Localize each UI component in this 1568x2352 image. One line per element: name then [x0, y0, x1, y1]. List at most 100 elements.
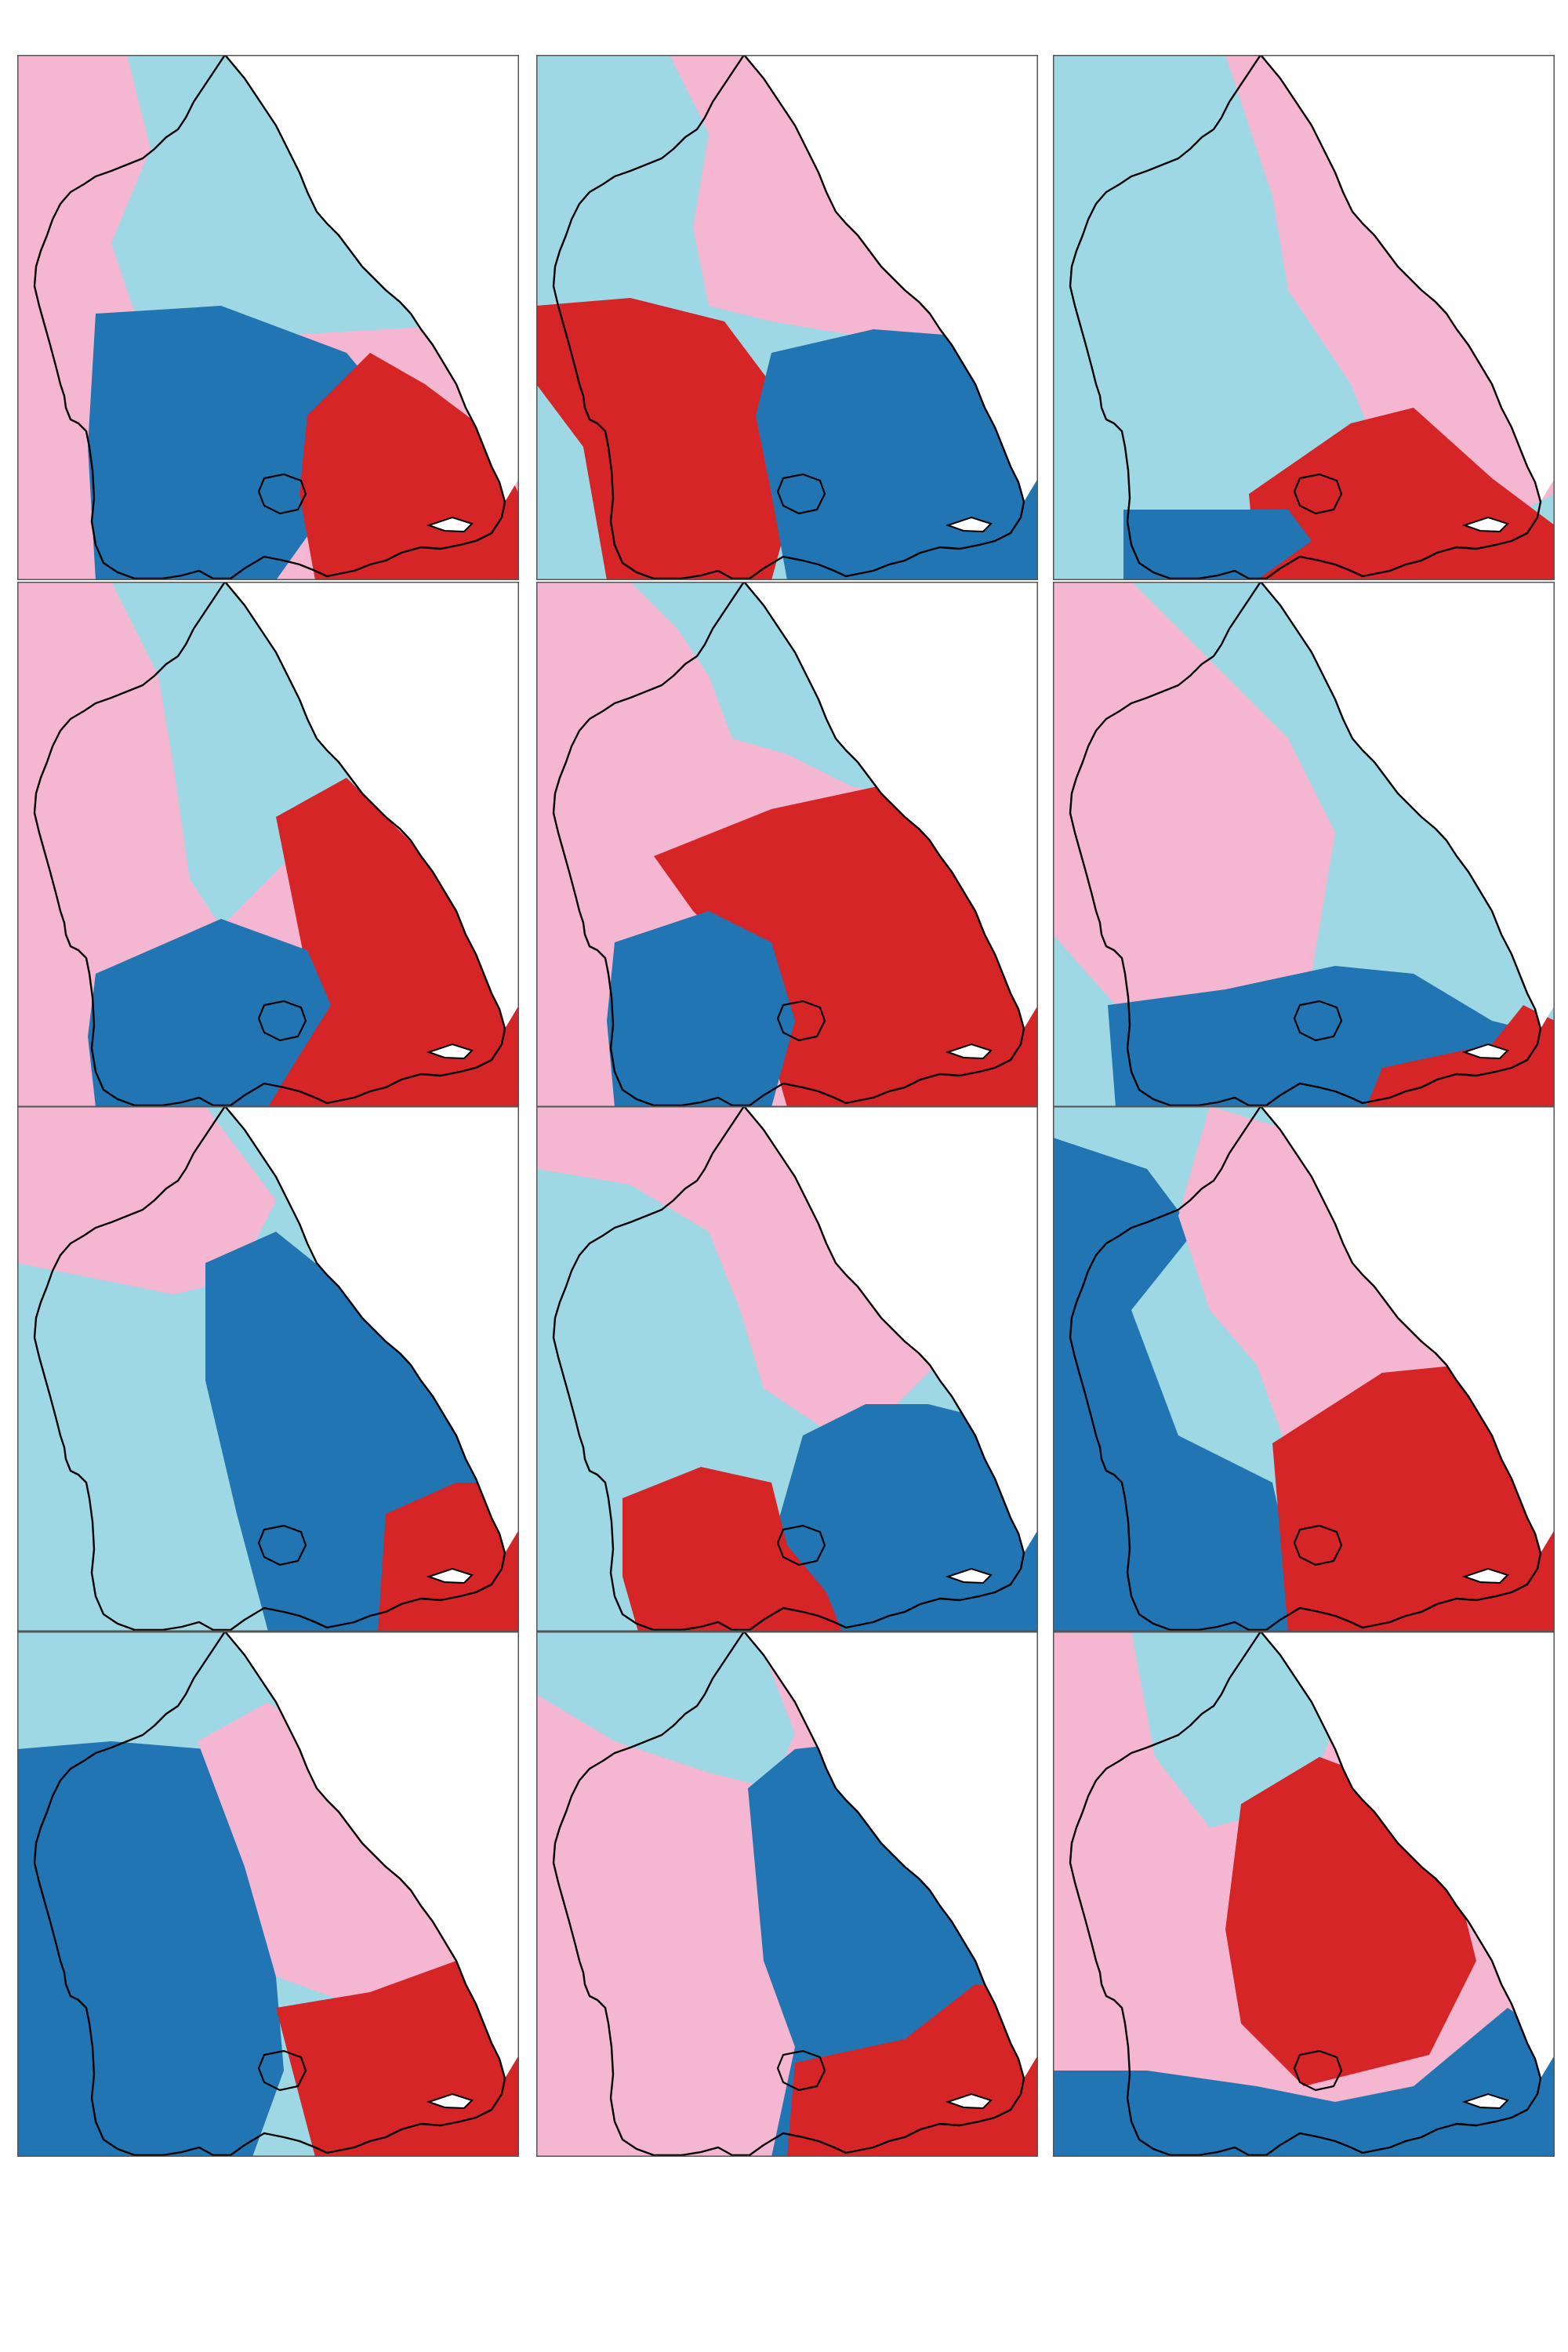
zone-polygon	[654, 786, 1038, 1107]
sea-mask	[744, 55, 1038, 502]
region-outline	[1069, 1632, 1542, 2157]
sea-mask	[1261, 55, 1555, 502]
sea-mask	[225, 1106, 519, 1553]
zone-polygon	[378, 1483, 519, 1632]
zone-polygon	[260, 778, 519, 1107]
map-canvas	[17, 582, 519, 1107]
panel-frame	[17, 1106, 519, 1632]
zone-polygon	[607, 911, 795, 1107]
estuary	[426, 516, 474, 533]
region-outline	[552, 55, 1025, 580]
sea-mask	[225, 582, 519, 1029]
inland-boundary	[1293, 473, 1343, 515]
inland-boundary	[1293, 1000, 1343, 1042]
inland-boundary	[1293, 2049, 1343, 2092]
inland-boundary	[257, 2049, 307, 2092]
inland-boundary	[257, 473, 307, 515]
inland-boundary	[257, 1524, 307, 1566]
map-panel	[17, 1106, 519, 1632]
region-outline	[33, 1106, 506, 1632]
map-canvas	[17, 1106, 519, 1632]
zone-polygon	[1053, 1138, 1288, 1632]
region-outline	[552, 1106, 1025, 1632]
map-panel	[17, 55, 519, 580]
panel-frame	[1053, 1106, 1555, 1632]
sea-mask	[225, 55, 519, 502]
sea-mask	[744, 1106, 1038, 1553]
region-outline	[1069, 582, 1542, 1107]
panel-frame	[1053, 1632, 1555, 2157]
zone-polygon	[1123, 510, 1312, 580]
zone-polygon	[536, 298, 795, 580]
map-panel	[536, 1106, 1038, 1632]
inland-boundary	[776, 2049, 826, 2092]
zone-polygon	[88, 919, 331, 1107]
map-canvas	[536, 1106, 1038, 1632]
map-canvas	[1053, 55, 1555, 580]
map-panel	[17, 582, 519, 1107]
map-panel	[1053, 55, 1555, 580]
map-canvas	[17, 55, 519, 580]
map-panel	[1053, 582, 1555, 1107]
estuary	[426, 1043, 474, 1060]
region-outline	[33, 1632, 506, 2157]
map-canvas	[1053, 582, 1555, 1107]
map-panel	[1053, 1632, 1555, 2157]
zone-polygon	[622, 1467, 842, 1632]
zone-polygon	[1367, 1005, 1555, 1107]
panel-frame	[536, 1632, 1038, 2157]
panel-frame	[1053, 55, 1555, 580]
region-outline	[552, 1632, 1025, 2157]
zone-polygon	[1053, 582, 1335, 1005]
zone-polygon	[17, 1741, 284, 2157]
panel-frame	[536, 1106, 1038, 1632]
sea-mask	[744, 1632, 1038, 2078]
region-outline	[33, 55, 506, 580]
sea-mask	[1261, 1106, 1555, 1553]
estuary	[945, 2092, 993, 2110]
estuary	[945, 1567, 993, 1584]
map-panel	[1053, 1106, 1555, 1632]
map-canvas	[1053, 1632, 1555, 2157]
estuary	[1461, 516, 1509, 533]
panel-frame	[17, 1632, 519, 2157]
estuary	[426, 1567, 474, 1584]
map-panel	[536, 55, 1038, 580]
estuary	[1461, 1043, 1509, 1060]
zone-polygon	[198, 1702, 456, 2008]
estuary	[1461, 2092, 1509, 2110]
inland-boundary	[776, 1000, 826, 1042]
zone-polygon	[1178, 1106, 1461, 1451]
zone-polygon	[756, 329, 1038, 580]
estuary	[1461, 1567, 1509, 1584]
zone-polygon	[17, 1106, 276, 1294]
sea-mask	[744, 582, 1038, 1029]
inland-boundary	[257, 1000, 307, 1042]
map-canvas	[536, 1632, 1038, 2157]
sea-mask	[1261, 1632, 1555, 2078]
zone-polygon	[536, 1632, 795, 1788]
region-outline	[33, 582, 506, 1107]
inland-boundary	[1293, 1524, 1343, 1566]
region-outline	[1069, 55, 1542, 580]
zone-polygon	[1053, 2008, 1555, 2157]
estuary	[945, 1043, 993, 1060]
map-canvas	[536, 55, 1038, 580]
estuary	[426, 2092, 474, 2110]
map-canvas	[1053, 1106, 1555, 1632]
zone-polygon	[787, 1984, 1038, 2157]
inland-boundary	[776, 473, 826, 515]
panel-frame	[17, 55, 519, 580]
region-outline	[1069, 1106, 1542, 1632]
panel-frame	[536, 55, 1038, 580]
map-panel	[536, 582, 1038, 1107]
zone-polygon	[1272, 1365, 1555, 1632]
estuary	[945, 516, 993, 533]
map-panel	[17, 1632, 519, 2157]
zone-polygon	[1249, 408, 1555, 580]
region-outline	[552, 582, 1025, 1107]
sea-mask	[225, 1632, 519, 2078]
map-canvas	[17, 1632, 519, 2157]
map-canvas	[536, 582, 1038, 1107]
